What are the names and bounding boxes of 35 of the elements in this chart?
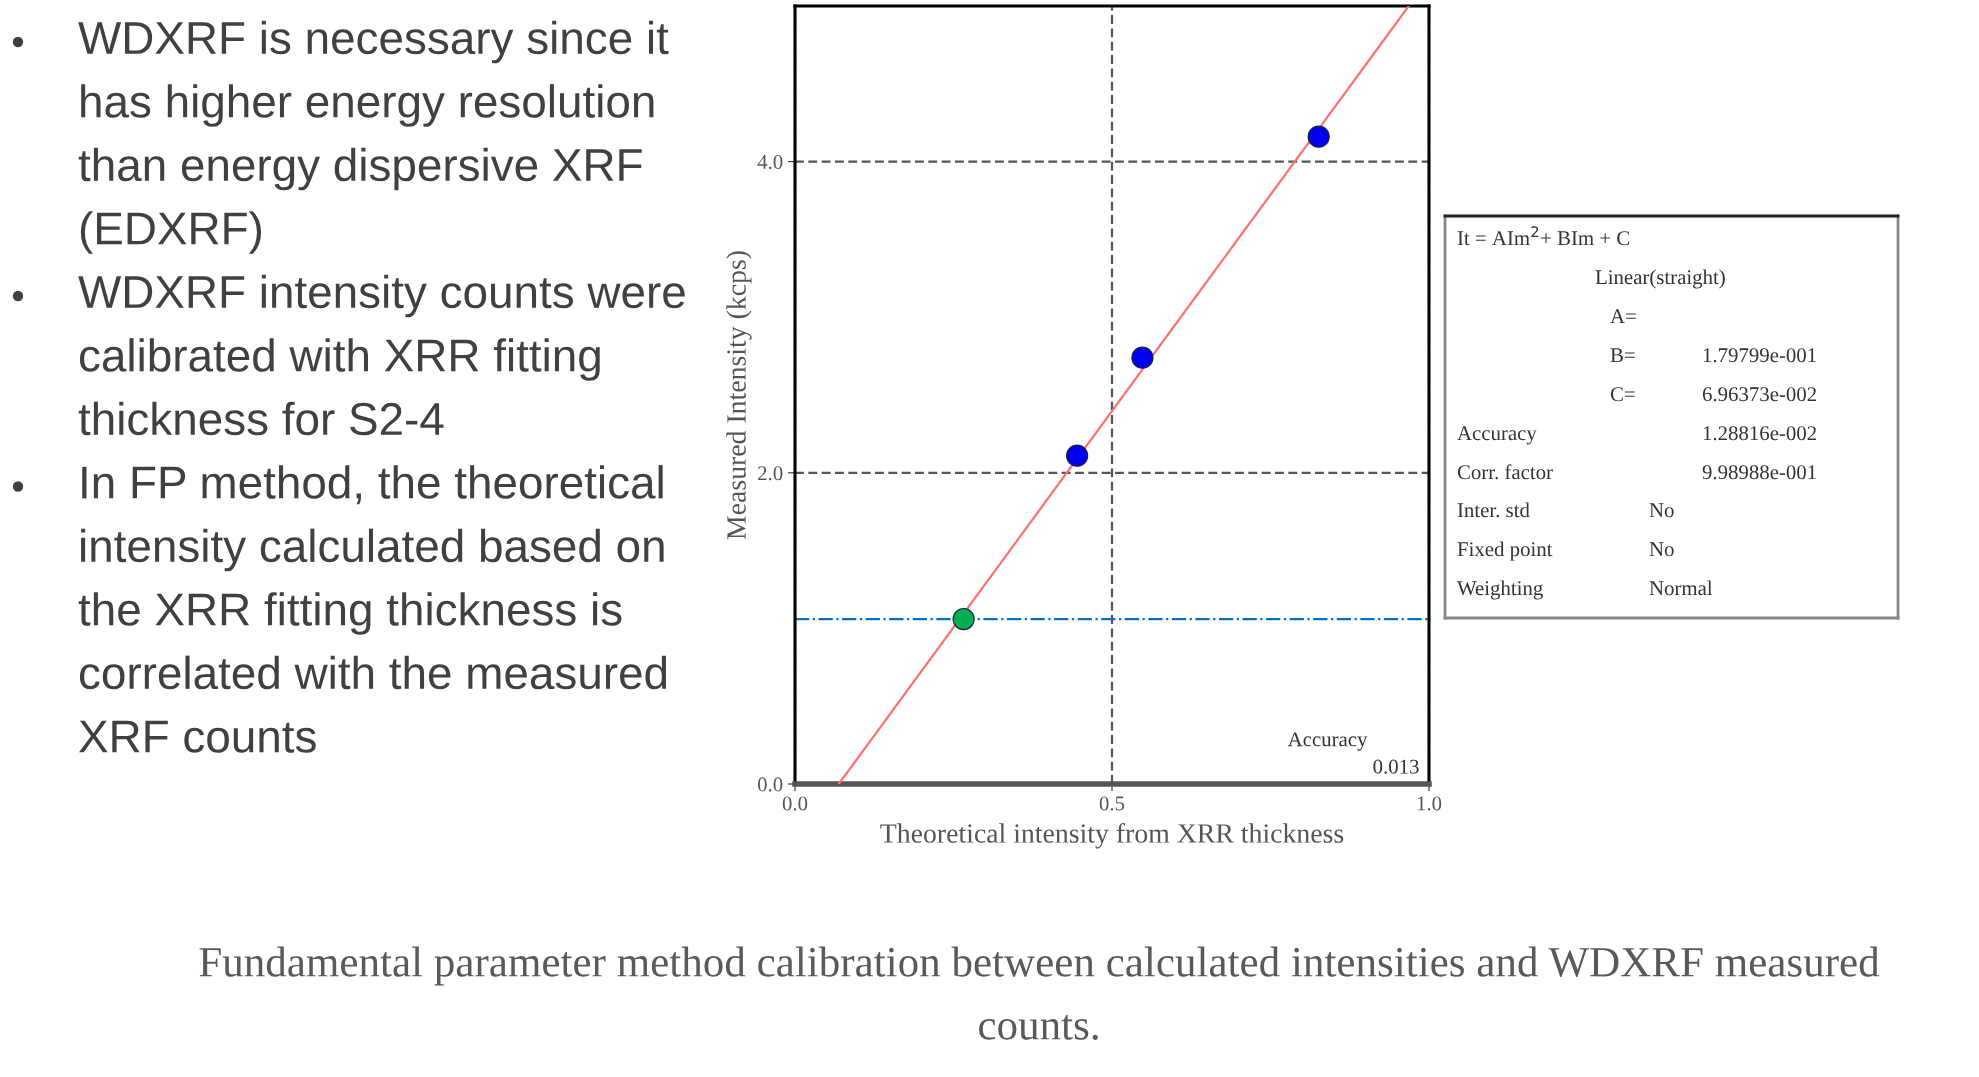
point bbox=[1066, 444, 1089, 467]
y-tick-label: 4.0 bbox=[757, 154, 783, 170]
annotation: 0.013 bbox=[1373, 759, 1419, 774]
text: Weighting bbox=[1457, 580, 1543, 600]
point bbox=[952, 607, 975, 631]
x-tick-label: 0.0 bbox=[782, 796, 808, 811]
x-tick-label: 0.5 bbox=[1099, 796, 1125, 811]
text: WDXRF is necessary since it has higher energy resolution than energy dispersive XRF (EDXRF) bbox=[78, 20, 669, 254]
text: Accuracy bbox=[1457, 426, 1537, 445]
text: C= bbox=[1610, 387, 1635, 402]
y-tick-label: 0.0 bbox=[757, 777, 783, 792]
text: WDXRF intensity counts were calibrated with XRR fitting thickness for S2-4 bbox=[78, 274, 685, 436]
text: 1.79799e-001 bbox=[1703, 348, 1816, 363]
text: Corr. factor bbox=[1457, 464, 1553, 480]
point bbox=[1131, 346, 1154, 369]
point bbox=[1307, 125, 1330, 148]
text: No bbox=[1649, 542, 1674, 557]
text: Linear(straight) bbox=[1595, 269, 1725, 289]
x-tick-label: 1.0 bbox=[1417, 796, 1442, 811]
text: 6.96373e-002 bbox=[1702, 387, 1816, 402]
text: A= bbox=[1610, 309, 1636, 324]
text: In FP method, the theoretical intensity calculated based on the XRR fitting thickness is correlated with the measured XRF counts bbox=[78, 465, 667, 753]
y-axis-title: Measured Intensity (kcps) bbox=[726, 251, 752, 540]
text: It = AIm$^{2}$+ BIm + C bbox=[1457, 226, 1630, 246]
text: Inter. std bbox=[1457, 502, 1530, 518]
text: Fixed point bbox=[1457, 541, 1553, 561]
x-axis-title: Theoretical intensity from XRR thickness bbox=[880, 823, 1344, 849]
annotation: Accuracy bbox=[1287, 732, 1368, 751]
text: Fundamental parameter method calibration between calculated intensities and WDXRF measured counts. bbox=[199, 946, 1880, 1040]
text: Normal bbox=[1649, 580, 1713, 596]
text: 1.28816e-002 bbox=[1703, 426, 1816, 441]
y-tick-label: 2.0 bbox=[758, 466, 783, 481]
text: No bbox=[1649, 503, 1674, 518]
text: 9.98988e-001 bbox=[1702, 465, 1816, 480]
text: B= bbox=[1610, 348, 1635, 363]
